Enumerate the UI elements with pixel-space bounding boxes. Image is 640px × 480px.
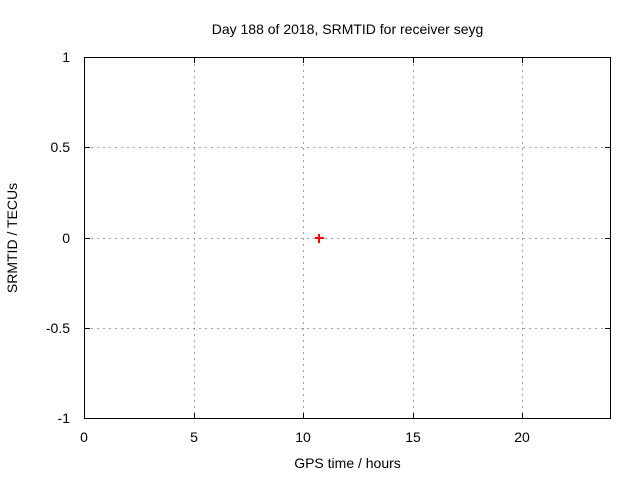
y-tick-mark-left — [85, 418, 90, 419]
y-tick-label: -0.5 — [45, 320, 70, 336]
horizontal-gridline — [85, 238, 610, 239]
y-tick-mark-right — [605, 418, 610, 419]
plot-area — [84, 57, 611, 419]
y-tick-label: 1 — [62, 49, 70, 65]
x-tick-mark-bottom — [413, 413, 414, 418]
y-tick-mark-right — [605, 57, 610, 58]
x-tick-label: 20 — [514, 429, 530, 445]
x-tick-mark-bottom — [522, 413, 523, 418]
y-tick-mark-left — [85, 238, 90, 239]
horizontal-gridline — [85, 147, 610, 148]
chart-title: Day 188 of 2018, SRMTID for receiver sey… — [211, 21, 484, 37]
y-tick-mark-left — [85, 57, 90, 58]
horizontal-gridline — [85, 328, 610, 329]
x-tick-label: 15 — [405, 429, 421, 445]
x-tick-label: 10 — [295, 429, 311, 445]
x-tick-mark-top — [522, 58, 523, 63]
y-tick-mark-left — [85, 328, 90, 329]
x-tick-mark-bottom — [303, 413, 304, 418]
x-tick-label: 0 — [80, 429, 88, 445]
x-tick-mark-bottom — [84, 413, 85, 418]
y-tick-label: -1 — [57, 410, 70, 426]
x-tick-mark-top — [413, 58, 414, 63]
y-tick-mark-right — [605, 328, 610, 329]
x-axis-label: GPS time / hours — [294, 455, 401, 471]
x-tick-mark-top — [303, 58, 304, 63]
y-tick-label: 0.5 — [50, 139, 70, 155]
y-tick-label: 0 — [62, 230, 70, 246]
x-tick-mark-bottom — [194, 413, 195, 418]
x-tick-label: 5 — [190, 429, 198, 445]
y-tick-mark-left — [85, 147, 90, 148]
y-tick-mark-right — [605, 238, 610, 239]
x-tick-mark-top — [194, 58, 195, 63]
data-point-marker — [318, 234, 320, 243]
x-tick-mark-top — [84, 58, 85, 63]
y-tick-mark-right — [605, 147, 610, 148]
